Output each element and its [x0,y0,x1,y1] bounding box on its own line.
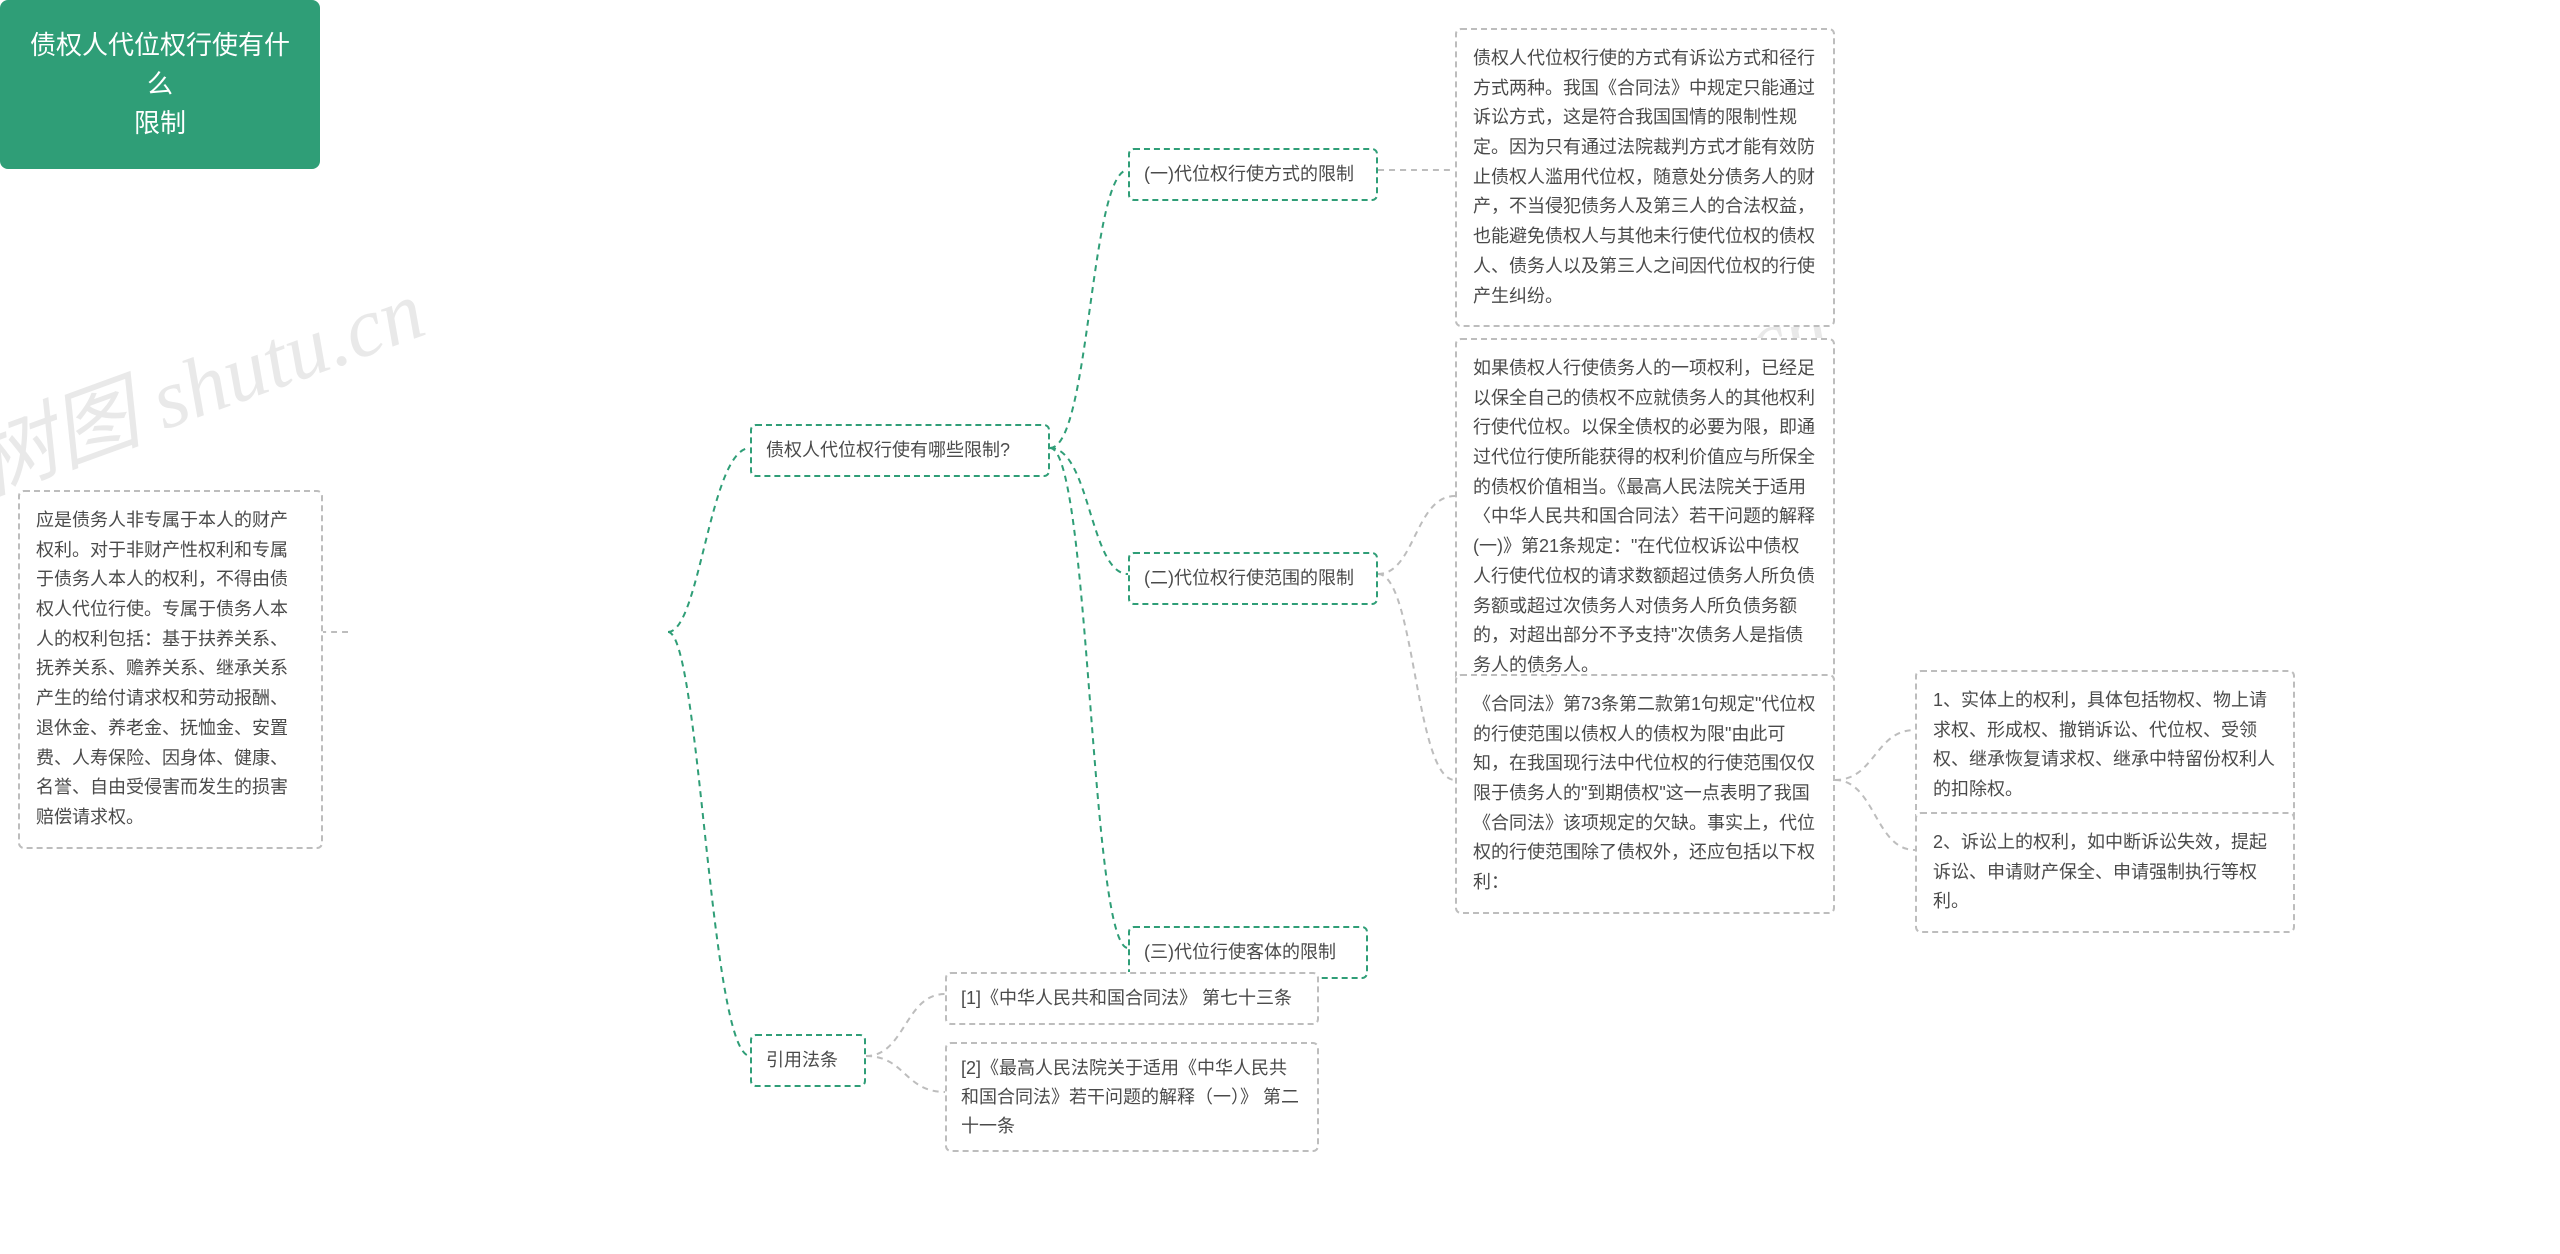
limit-1-method[interactable]: (一)代位权行使方式的限制 [1128,148,1378,201]
edge-c2-db [1378,574,1455,780]
edge-root-s1 [668,448,750,632]
limit-2-detail-b-text: 《合同法》第73条第二款第1句规定"代位权的行使范围以债权人的债权为限"由此可知… [1473,694,1815,892]
left-description: 应是债务人非专属于本人的财产权利。对于非财产性权利和专属于债务人本人的权利，不得… [18,490,323,849]
edge-db-s2 [1835,780,1915,850]
watermark-1: 树图 shutu.cn [0,243,438,518]
limit-2-label: (二)代位权行使范围的限制 [1144,568,1354,588]
edge-db-s1 [1835,730,1915,780]
limit-2-sub-2-text: 2、诉讼上的权利，如中断诉讼失效，提起诉讼、申请财产保全、申请强制执行等权利。 [1933,832,2267,911]
limit-2-detail-a: 如果债权人行使债务人的一项权利，已经足以保全自己的债权不应就债务人的其他权利行使… [1455,338,1835,697]
root-line1: 债权人代位权行使有什么 [20,26,300,104]
reference-2: [2]《最高人民法院关于适用《中华人民共和国合同法》若干问题的解释（一）》 第二… [945,1042,1319,1152]
limit-2-detail-a-text: 如果债权人行使债务人的一项权利，已经足以保全自己的债权不应就债务人的其他权利行使… [1473,358,1815,675]
limit-1-label: (一)代位权行使方式的限制 [1144,164,1354,184]
left-description-text: 应是债务人非专属于本人的财产权利。对于非财产性权利和专属于债务人本人的权利，不得… [36,510,288,827]
reference-2-text: [2]《最高人民法院关于适用《中华人民共和国合同法》若干问题的解释（一）》 第二… [961,1058,1299,1136]
edge-s2-r2 [866,1056,945,1092]
limit-3-label: (三)代位行使客体的限制 [1144,942,1336,962]
edge-c2-da [1378,496,1455,574]
reference-1: [1]《中华人民共和国合同法》 第七十三条 [945,972,1319,1025]
limit-1-detail: 债权人代位权行使的方式有诉讼方式和径行方式两种。我国《合同法》中规定只能通过诉讼… [1455,28,1835,327]
limit-2-sub-2: 2、诉讼上的权利，如中断诉讼失效，提起诉讼、申请财产保全、申请强制执行等权利。 [1915,812,2295,933]
limit-2-detail-b: 《合同法》第73条第二款第1句规定"代位权的行使范围以债权人的债权为限"由此可知… [1455,674,1835,914]
edge-s2-r1 [866,994,945,1056]
edge-s1-c1 [1050,170,1128,448]
section-references[interactable]: 引用法条 [750,1034,866,1087]
edge-s1-c2 [1050,448,1128,574]
root-node[interactable]: 债权人代位权行使有什么 限制 [0,0,320,169]
limit-1-detail-text: 债权人代位权行使的方式有诉讼方式和径行方式两种。我国《合同法》中规定只能通过诉讼… [1473,48,1815,306]
limit-2-sub-1: 1、实体上的权利，具体包括物权、物上请求权、形成权、撤销诉讼、代位权、受领权、继… [1915,670,2295,821]
limit-2-scope[interactable]: (二)代位权行使范围的限制 [1128,552,1378,605]
limit-3-object[interactable]: (三)代位行使客体的限制 [1128,926,1368,979]
section-limits[interactable]: 债权人代位权行使有哪些限制? [750,424,1050,477]
section-limits-label: 债权人代位权行使有哪些限制? [766,440,1010,460]
section-references-label: 引用法条 [766,1050,838,1070]
limit-2-sub-1-text: 1、实体上的权利，具体包括物权、物上请求权、形成权、撤销诉讼、代位权、受领权、继… [1933,690,2275,799]
reference-1-text: [1]《中华人民共和国合同法》 第七十三条 [961,988,1292,1008]
root-line2: 限制 [20,104,300,143]
edge-root-s2 [668,632,750,1056]
edge-s1-c3 [1050,448,1128,948]
